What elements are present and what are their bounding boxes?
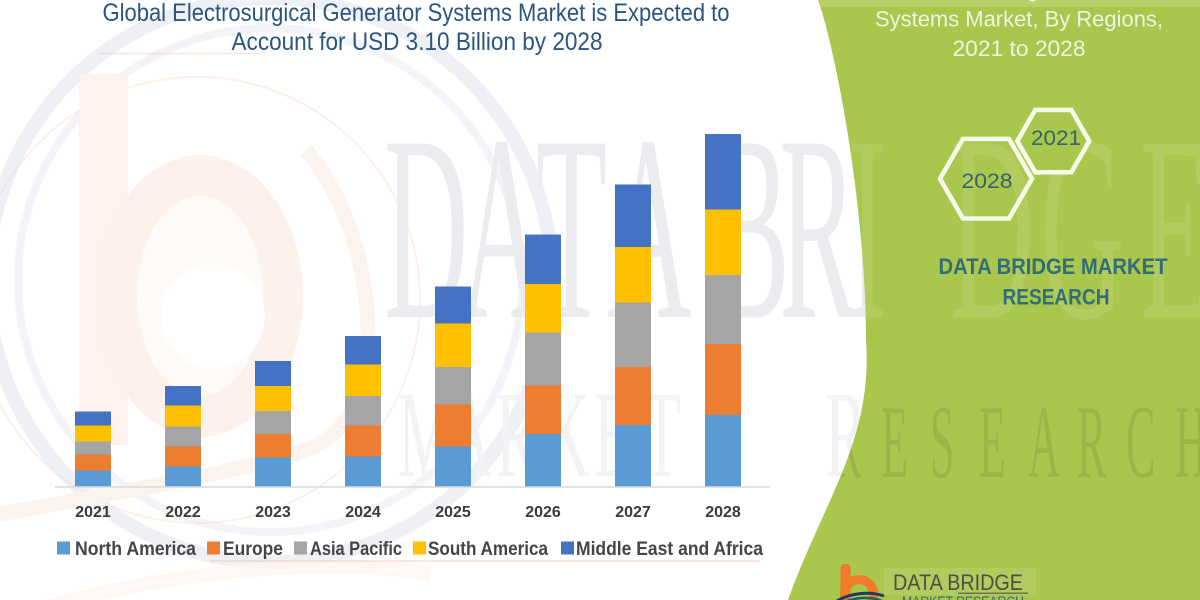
svg-text:Asia Pacific: Asia Pacific [310, 539, 402, 560]
svg-text:Account for USD 3.10 Billion b: Account for USD 3.10 Billion by 2028 [232, 28, 603, 56]
svg-text:2022: 2022 [165, 504, 201, 521]
svg-text:MARKET RESEARCH: MARKET RESEARCH [902, 594, 1024, 600]
svg-text:2023: 2023 [255, 504, 291, 521]
svg-text:DATA BRIDGE MARKET: DATA BRIDGE MARKET [939, 254, 1169, 279]
svg-text:2027: 2027 [615, 504, 651, 521]
svg-text:RESEARCH: RESEARCH [1003, 285, 1110, 310]
svg-text:2028: 2028 [962, 169, 1013, 193]
svg-text:North America: North America [75, 539, 196, 560]
svg-text:Middle East and Africa: Middle East and Africa [576, 539, 763, 560]
svg-text:Europe: Europe [223, 539, 283, 560]
svg-text:2021: 2021 [75, 504, 111, 521]
svg-text:Global Electrosurgical Generat: Global Electrosurgical Generator [874, 0, 1164, 2]
svg-text:2024: 2024 [345, 504, 381, 521]
svg-text:Systems Market, By Regions,: Systems Market, By Regions, [875, 7, 1163, 32]
svg-text:2021 to 2028: 2021 to 2028 [953, 36, 1086, 61]
svg-text:DATA BRIDGE: DATA BRIDGE [893, 570, 1023, 595]
svg-text:2026: 2026 [525, 504, 561, 521]
svg-text:South America: South America [428, 539, 548, 560]
svg-text:Global Electrosurgical Generat: Global Electrosurgical Generator Systems… [103, 0, 730, 27]
svg-text:2025: 2025 [435, 504, 471, 521]
svg-text:2028: 2028 [705, 504, 741, 521]
svg-text:2021: 2021 [1031, 126, 1081, 150]
